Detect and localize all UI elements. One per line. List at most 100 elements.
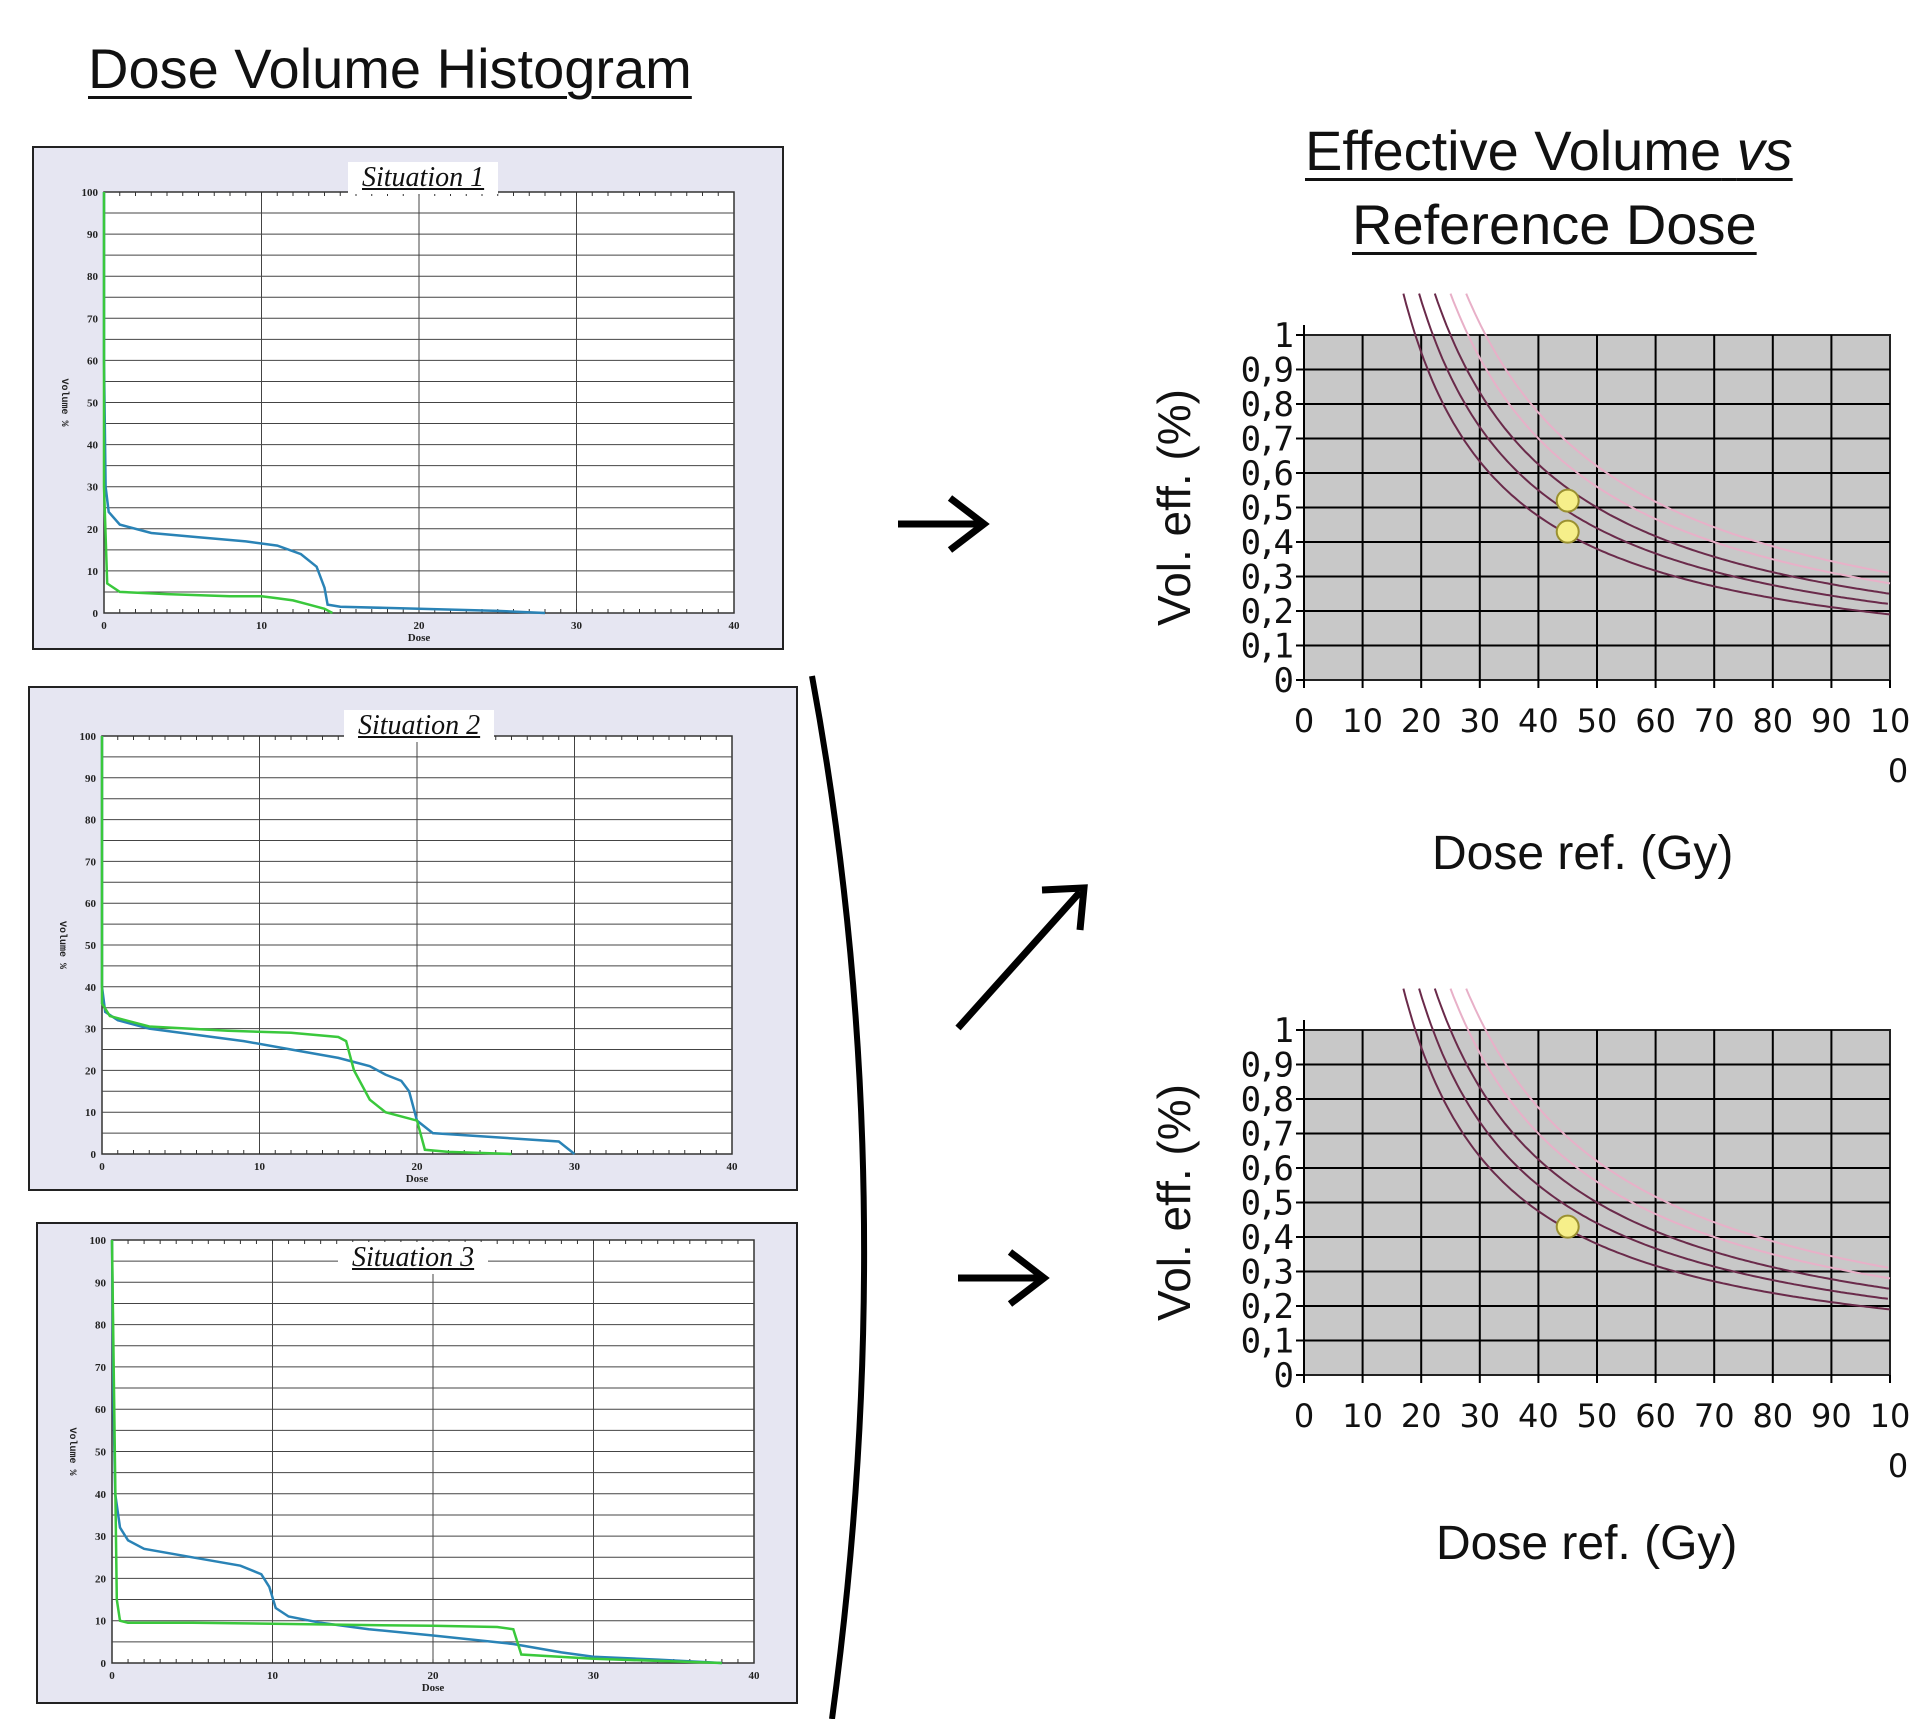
- y-tick-label: 0: [101, 1658, 107, 1670]
- y-tick-label: 60: [85, 898, 97, 910]
- x-tick-label: 0: [99, 1161, 105, 1173]
- x-tick-label: 10: [1342, 702, 1383, 740]
- y-tick-label: 0,4: [1241, 523, 1293, 563]
- x-tick-label: 20: [428, 1670, 440, 1682]
- situation-2-label: Situation 2: [344, 710, 495, 742]
- y-tick-label: 0: [93, 608, 99, 620]
- series-line-green: [100, 736, 512, 1156]
- y-tick-label: 0,3: [1241, 558, 1292, 598]
- dvh-panel-situation-1: 0 10 20 30 40 0 10 20 30 40 50 60 70 80 90 100 Dose Volum…: [32, 146, 784, 650]
- y-tick-label: 20: [87, 524, 99, 536]
- y-tick-label: 0,2: [1241, 592, 1292, 632]
- y-tick-label: 0,4: [1241, 1218, 1293, 1258]
- y-tick-label: 90: [95, 1277, 107, 1289]
- iso-effect-curve: [1402, 988, 1890, 1311]
- y-tick-label: 0,7: [1241, 420, 1292, 460]
- x-axis-label: Dose: [422, 1682, 445, 1694]
- x-tick-label: 10: [1342, 1397, 1383, 1435]
- iso-effect-curve: [1465, 988, 1889, 1269]
- y-axis-label: Vol. eff. (%): [1148, 389, 1200, 626]
- y-tick-label: 30: [95, 1531, 107, 1543]
- x-tick-label: 30: [571, 620, 583, 632]
- y-tick-label: 0,7: [1241, 1115, 1292, 1155]
- y-tick-label: 0,5: [1241, 489, 1292, 529]
- x-tick-label: 50: [1577, 702, 1618, 740]
- x-tick-label: 40: [749, 1670, 761, 1682]
- x-tick-label: 20: [414, 620, 426, 632]
- x-tick-label: 0: [1294, 702, 1314, 740]
- iso-effect-curve: [1418, 293, 1889, 605]
- x-tick-label: 30: [1459, 1397, 1500, 1435]
- data-point: [1555, 519, 1580, 544]
- x-tick-label: 20: [412, 1161, 424, 1173]
- y-axis-label: Volume %: [66, 1427, 78, 1475]
- y-tick-label: 40: [85, 982, 97, 994]
- x-tick-label: 40: [729, 620, 741, 632]
- x-tick-label: 30: [569, 1161, 581, 1173]
- situation-3-label: Situation 3: [338, 1242, 489, 1274]
- y-tick-label: 30: [85, 1024, 97, 1036]
- y-tick-label: 90: [87, 229, 99, 241]
- y-tick-label: 0,8: [1241, 1080, 1293, 1120]
- x-tick-label: 30: [1459, 702, 1500, 740]
- x-tick-label: 30: [588, 1670, 600, 1682]
- y-tick-label: 0: [1274, 661, 1293, 701]
- y-tick-label: 20: [95, 1573, 107, 1585]
- arrow-right-top-icon: [898, 495, 990, 553]
- y-tick-label: 100: [80, 731, 97, 743]
- arrow-right-bottom-icon: [958, 1249, 1050, 1307]
- ev-title-line1: Effective Volume vs: [1305, 118, 1793, 183]
- x-tick-label: 0: [1888, 752, 1908, 790]
- y-tick-label: 10: [85, 1107, 97, 1119]
- y-tick-label: 0,3: [1241, 1253, 1292, 1293]
- ev-xlabel-top: Dose ref. (Gy): [1432, 827, 1734, 880]
- ev-xlabel-bottom: Dose ref. (Gy): [1436, 1517, 1738, 1570]
- x-tick-label: 10: [1870, 1397, 1911, 1435]
- y-axis-label: Volume %: [56, 921, 68, 969]
- x-tick-label: 40: [1518, 1397, 1559, 1435]
- y-tick-label: 100: [90, 1235, 107, 1247]
- y-tick-label: 0,2: [1241, 1287, 1292, 1327]
- series-line-green: [102, 192, 333, 615]
- y-tick-label: 30: [87, 482, 99, 494]
- x-tick-label: 70: [1694, 1397, 1735, 1435]
- y-tick-label: 40: [87, 440, 99, 452]
- y-tick-label: 80: [95, 1320, 107, 1332]
- iso-effect-curve: [1465, 293, 1889, 574]
- series-line-blue: [100, 736, 576, 1155]
- x-tick-label: 20: [1401, 702, 1442, 740]
- iso-effect-curve: [1433, 293, 1890, 595]
- x-tick-label: 90: [1811, 1397, 1852, 1435]
- y-tick-label: 1: [1274, 316, 1293, 356]
- series-line-blue: [102, 192, 546, 615]
- y-tick-label: 1: [1274, 1011, 1293, 1051]
- situation-1-label: Situation 1: [348, 162, 499, 194]
- dvh-chart-situation-1: 0 10 20 30 40 0 10 20 30 40 50 60 70 80 90 100 Dose Volum…: [58, 187, 741, 644]
- bracket-curve: [809, 675, 868, 1719]
- y-tick-label: 100: [82, 187, 99, 199]
- series-line-blue: [110, 1239, 722, 1665]
- data-point: [1555, 1214, 1580, 1239]
- y-tick-label: 0,6: [1241, 1149, 1293, 1189]
- y-tick-label: 70: [85, 856, 97, 868]
- connector-graphics: [809, 495, 1088, 1719]
- y-tick-label: 60: [87, 355, 99, 367]
- dvh-chart-situation-3: 0 10 20 30 40 0 10 20 30 40 50 60 70 80 90 100 Dose Volum…: [66, 1235, 761, 1694]
- x-tick-label: 80: [1752, 1397, 1793, 1435]
- iso-effect-curve: [1433, 988, 1890, 1290]
- y-tick-label: 90: [85, 773, 97, 785]
- y-tick-label: 20: [85, 1065, 97, 1077]
- y-tick-label: 0,6: [1241, 454, 1293, 494]
- y-tick-label: 0,1: [1241, 627, 1293, 667]
- y-tick-label: 50: [85, 940, 97, 952]
- x-tick-label: 10: [1870, 702, 1911, 740]
- y-tick-label: 0,9: [1241, 1046, 1293, 1086]
- iso-effect-curve: [1418, 988, 1889, 1300]
- x-tick-label: 40: [727, 1161, 739, 1173]
- x-tick-label: 70: [1694, 702, 1735, 740]
- y-tick-label: 10: [95, 1616, 107, 1628]
- x-tick-label: 50: [1577, 1397, 1618, 1435]
- data-point: [1555, 488, 1580, 513]
- ev-chart-bottom: 0 0,1 0,2 0,3 0,4 0,5 0,6 0,7 0,8 0,9 1 0 10 20 30 40 50…: [1130, 985, 1920, 1505]
- ev-chart-bottom-svg: 00,10,20,30,40,50,60,70,80,910 10 20 30 40 50…: [1148, 988, 1911, 1485]
